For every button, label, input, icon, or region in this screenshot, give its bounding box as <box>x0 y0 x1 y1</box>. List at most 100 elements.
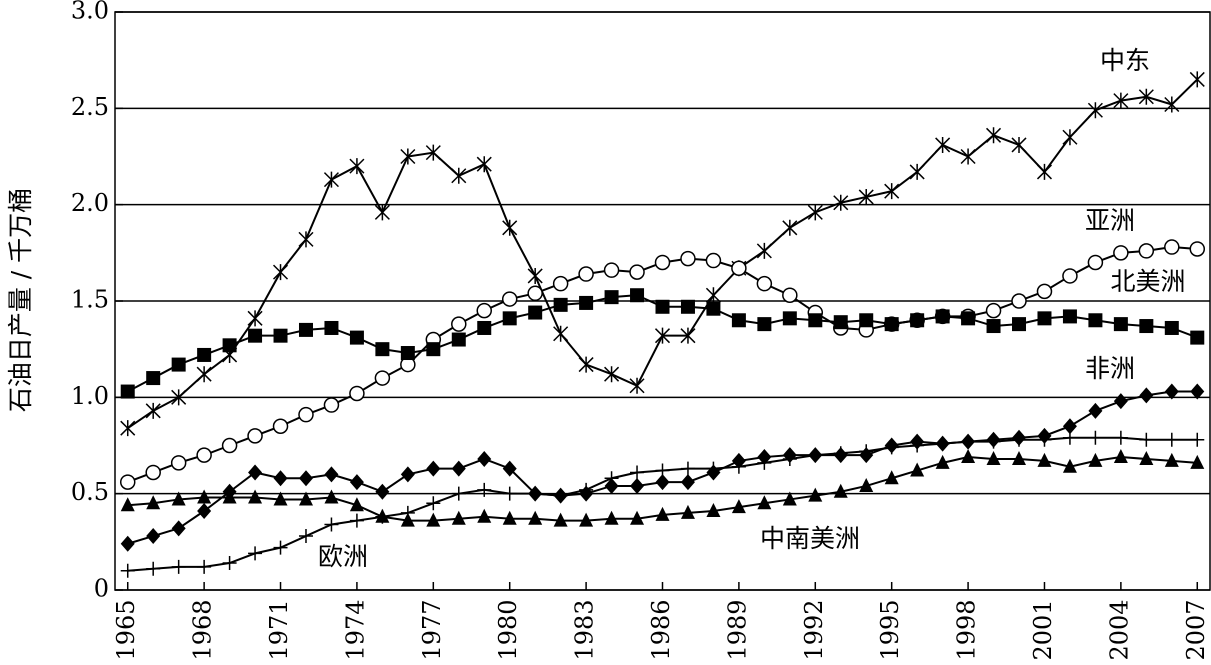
marker-shape <box>375 342 390 357</box>
marker-shape <box>528 510 543 525</box>
marker <box>1138 88 1154 105</box>
marker <box>1113 245 1129 261</box>
marker <box>859 477 874 492</box>
marker-shape <box>1088 452 1103 467</box>
marker-shape <box>120 563 135 578</box>
x-tick-label: 1992 <box>800 599 828 660</box>
marker <box>579 295 594 310</box>
marker-shape <box>120 420 136 437</box>
marker-shape <box>910 313 925 328</box>
marker <box>782 491 797 506</box>
marker <box>630 465 645 480</box>
marker <box>655 474 670 491</box>
marker-shape <box>808 448 823 463</box>
marker <box>349 474 364 491</box>
marker-shape <box>451 167 467 184</box>
marker-shape <box>502 460 517 477</box>
marker-shape <box>1036 283 1053 300</box>
marker <box>222 556 237 571</box>
marker <box>273 328 288 343</box>
marker-shape <box>1088 313 1103 328</box>
y-tick-label: 2.5 <box>71 93 109 121</box>
marker-shape <box>349 474 364 491</box>
marker <box>476 156 492 173</box>
marker <box>553 512 568 527</box>
marker <box>655 299 670 314</box>
marker <box>501 291 518 307</box>
marker-shape <box>1062 430 1077 445</box>
marker <box>1036 283 1053 300</box>
marker <box>400 148 416 165</box>
marker <box>324 466 339 483</box>
marker-shape <box>782 311 797 326</box>
marker <box>196 447 212 463</box>
marker-shape <box>579 295 594 310</box>
marker-shape <box>1062 458 1077 473</box>
marker <box>221 437 238 454</box>
marker <box>1088 313 1103 328</box>
marker <box>222 489 237 504</box>
marker <box>553 488 568 503</box>
marker <box>120 384 135 399</box>
marker <box>808 487 823 502</box>
marker <box>833 446 848 461</box>
marker-shape <box>298 470 313 487</box>
marker-shape <box>451 486 466 501</box>
marker-shape <box>553 325 569 342</box>
marker <box>477 482 492 497</box>
marker <box>323 171 339 188</box>
marker <box>935 454 950 469</box>
marker <box>502 510 517 525</box>
marker-shape <box>426 342 441 357</box>
marker <box>1190 432 1205 447</box>
y-axis-label: 石油日产量 / 千万桶 <box>6 188 35 412</box>
marker-shape <box>1113 393 1128 410</box>
marker <box>630 510 645 525</box>
marker <box>171 389 187 406</box>
marker-shape <box>680 250 696 267</box>
marker-shape <box>501 291 518 307</box>
marker-shape <box>502 510 517 525</box>
marker-shape <box>604 471 619 486</box>
marker <box>910 313 925 328</box>
marker <box>655 506 670 521</box>
marker-shape <box>985 302 1002 319</box>
marker <box>553 297 568 312</box>
marker <box>808 313 823 328</box>
marker-shape <box>425 144 441 161</box>
marker-shape <box>426 512 441 527</box>
marker-shape <box>1011 293 1027 309</box>
marker-shape <box>502 311 517 326</box>
marker <box>833 483 848 498</box>
marker <box>197 559 212 574</box>
marker <box>451 486 466 501</box>
marker <box>986 434 1001 449</box>
marker-shape <box>1164 452 1179 467</box>
marker-shape <box>400 346 415 361</box>
marker <box>349 513 364 528</box>
marker <box>833 315 848 330</box>
marker <box>400 505 415 520</box>
marker <box>833 194 849 211</box>
marker <box>273 491 288 506</box>
series-line <box>127 78 1198 429</box>
marker <box>1164 320 1179 335</box>
marker-shape <box>604 290 619 305</box>
marker <box>1164 452 1179 467</box>
y-tick-label: 2.0 <box>71 189 109 217</box>
marker-shape <box>859 477 874 492</box>
marker-shape <box>1036 163 1053 180</box>
marker <box>1164 239 1180 255</box>
marker <box>476 302 492 319</box>
marker <box>120 535 135 552</box>
marker <box>884 317 899 332</box>
marker <box>171 357 186 372</box>
marker-shape <box>705 287 721 304</box>
marker-shape <box>833 483 848 498</box>
marker <box>985 302 1002 319</box>
marker <box>808 448 823 463</box>
marker-shape <box>630 510 645 525</box>
marker-shape <box>222 489 237 504</box>
marker <box>858 188 874 205</box>
marker-shape <box>630 465 645 480</box>
